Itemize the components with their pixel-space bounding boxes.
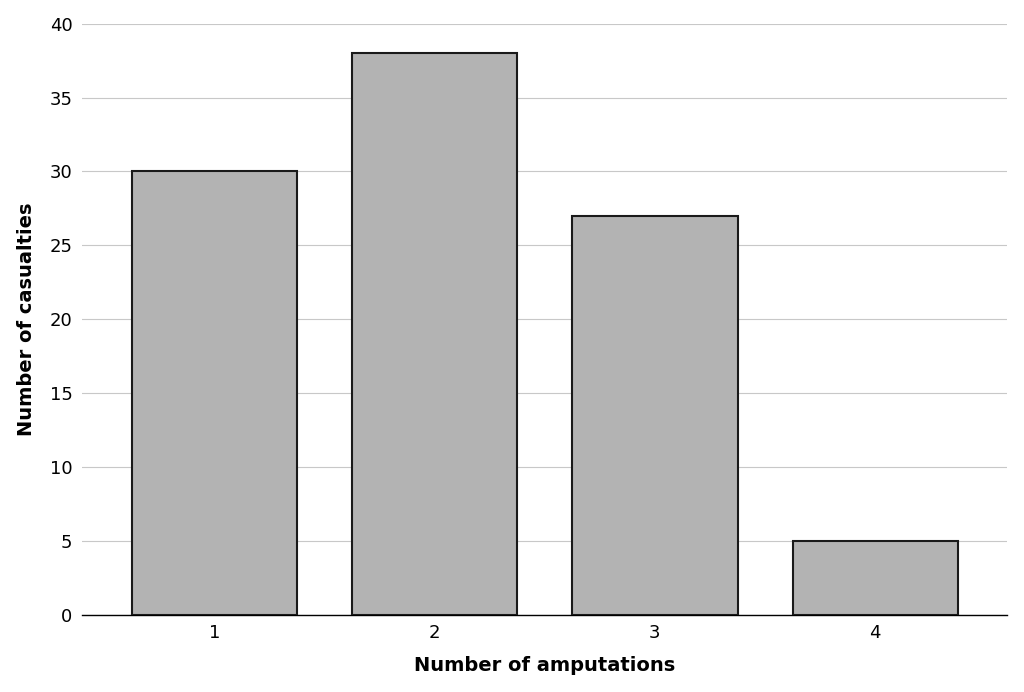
Bar (352, 53, 517, 614)
Y-axis label: Number of casualties: Number of casualties (16, 203, 36, 436)
X-axis label: Number of amputations: Number of amputations (414, 656, 676, 675)
Bar (793, 541, 957, 614)
Bar (572, 216, 737, 614)
Bar (132, 172, 297, 614)
